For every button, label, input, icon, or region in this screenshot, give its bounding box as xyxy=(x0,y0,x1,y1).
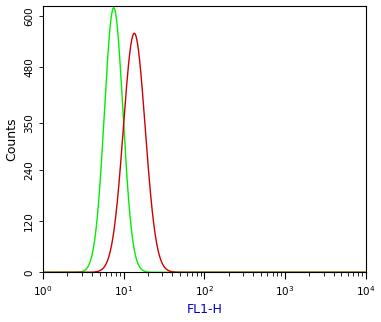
X-axis label: FL1-H: FL1-H xyxy=(186,303,223,317)
Y-axis label: Counts: Counts xyxy=(6,117,19,161)
